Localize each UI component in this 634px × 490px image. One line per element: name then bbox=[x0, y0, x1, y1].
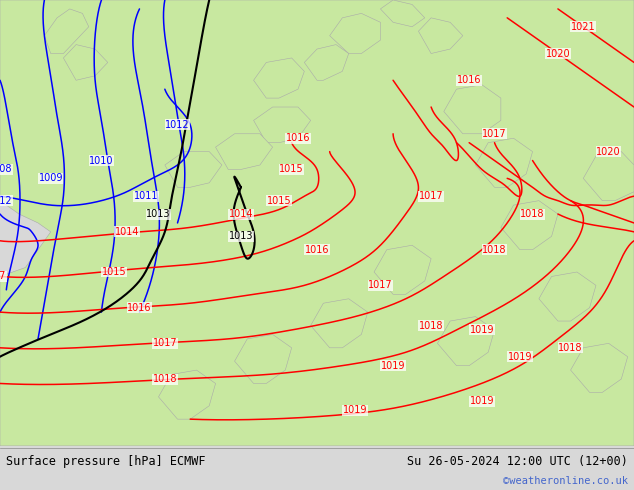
Text: 1010: 1010 bbox=[89, 155, 113, 166]
Text: 1018: 1018 bbox=[521, 209, 545, 219]
Text: 1016: 1016 bbox=[457, 75, 481, 85]
Text: 1020: 1020 bbox=[546, 49, 570, 58]
Polygon shape bbox=[476, 138, 533, 187]
Text: Su 26-05-2024 12:00 UTC (12+00): Su 26-05-2024 12:00 UTC (12+00) bbox=[407, 455, 628, 468]
Polygon shape bbox=[539, 272, 596, 321]
Polygon shape bbox=[235, 334, 292, 384]
Text: 1014: 1014 bbox=[115, 227, 139, 237]
Polygon shape bbox=[330, 13, 380, 53]
Polygon shape bbox=[437, 317, 495, 366]
Text: ©weatheronline.co.uk: ©weatheronline.co.uk bbox=[503, 476, 628, 486]
Text: 1018: 1018 bbox=[153, 374, 177, 384]
Polygon shape bbox=[380, 0, 425, 27]
Text: 1020: 1020 bbox=[597, 147, 621, 157]
Text: 1009: 1009 bbox=[39, 173, 63, 183]
Text: 1021: 1021 bbox=[571, 22, 595, 32]
Polygon shape bbox=[583, 151, 634, 201]
Polygon shape bbox=[158, 370, 216, 419]
Polygon shape bbox=[501, 201, 558, 250]
Text: 1012: 1012 bbox=[165, 120, 190, 130]
Text: 1019: 1019 bbox=[470, 325, 494, 335]
Text: 1012: 1012 bbox=[0, 196, 12, 206]
Text: 17: 17 bbox=[0, 271, 6, 281]
Text: 1015: 1015 bbox=[102, 267, 126, 277]
Polygon shape bbox=[216, 134, 273, 170]
Text: 1019: 1019 bbox=[381, 361, 405, 370]
Text: 1019: 1019 bbox=[470, 396, 494, 406]
Text: Surface pressure [hPa] ECMWF: Surface pressure [hPa] ECMWF bbox=[6, 455, 206, 468]
Text: 1017: 1017 bbox=[368, 280, 392, 291]
Text: 1016: 1016 bbox=[305, 245, 329, 255]
Polygon shape bbox=[0, 0, 634, 446]
Text: 1017: 1017 bbox=[419, 191, 443, 201]
Polygon shape bbox=[44, 9, 89, 53]
Polygon shape bbox=[254, 107, 311, 143]
Text: 1018: 1018 bbox=[559, 343, 583, 353]
Polygon shape bbox=[444, 85, 501, 134]
Text: 1018: 1018 bbox=[482, 245, 507, 255]
Polygon shape bbox=[165, 151, 222, 187]
Text: 1017: 1017 bbox=[482, 129, 507, 139]
Text: 1013: 1013 bbox=[229, 231, 253, 242]
Polygon shape bbox=[571, 343, 628, 392]
Text: 1016: 1016 bbox=[286, 133, 310, 143]
Text: 1013: 1013 bbox=[146, 209, 171, 219]
Text: 1015: 1015 bbox=[267, 196, 291, 206]
Text: 1008: 1008 bbox=[0, 165, 12, 174]
Polygon shape bbox=[311, 299, 368, 348]
Text: 1011: 1011 bbox=[134, 191, 158, 201]
Text: 1018: 1018 bbox=[419, 320, 443, 331]
Text: 1015: 1015 bbox=[280, 165, 304, 174]
Text: 1019: 1019 bbox=[508, 352, 532, 362]
Polygon shape bbox=[63, 45, 108, 80]
Text: 1016: 1016 bbox=[127, 303, 152, 313]
Polygon shape bbox=[304, 45, 349, 80]
Polygon shape bbox=[374, 245, 431, 294]
Text: 1017: 1017 bbox=[153, 338, 177, 348]
Polygon shape bbox=[254, 58, 304, 98]
Text: 1014: 1014 bbox=[229, 209, 253, 219]
Text: 1019: 1019 bbox=[343, 405, 367, 415]
Polygon shape bbox=[418, 18, 463, 53]
